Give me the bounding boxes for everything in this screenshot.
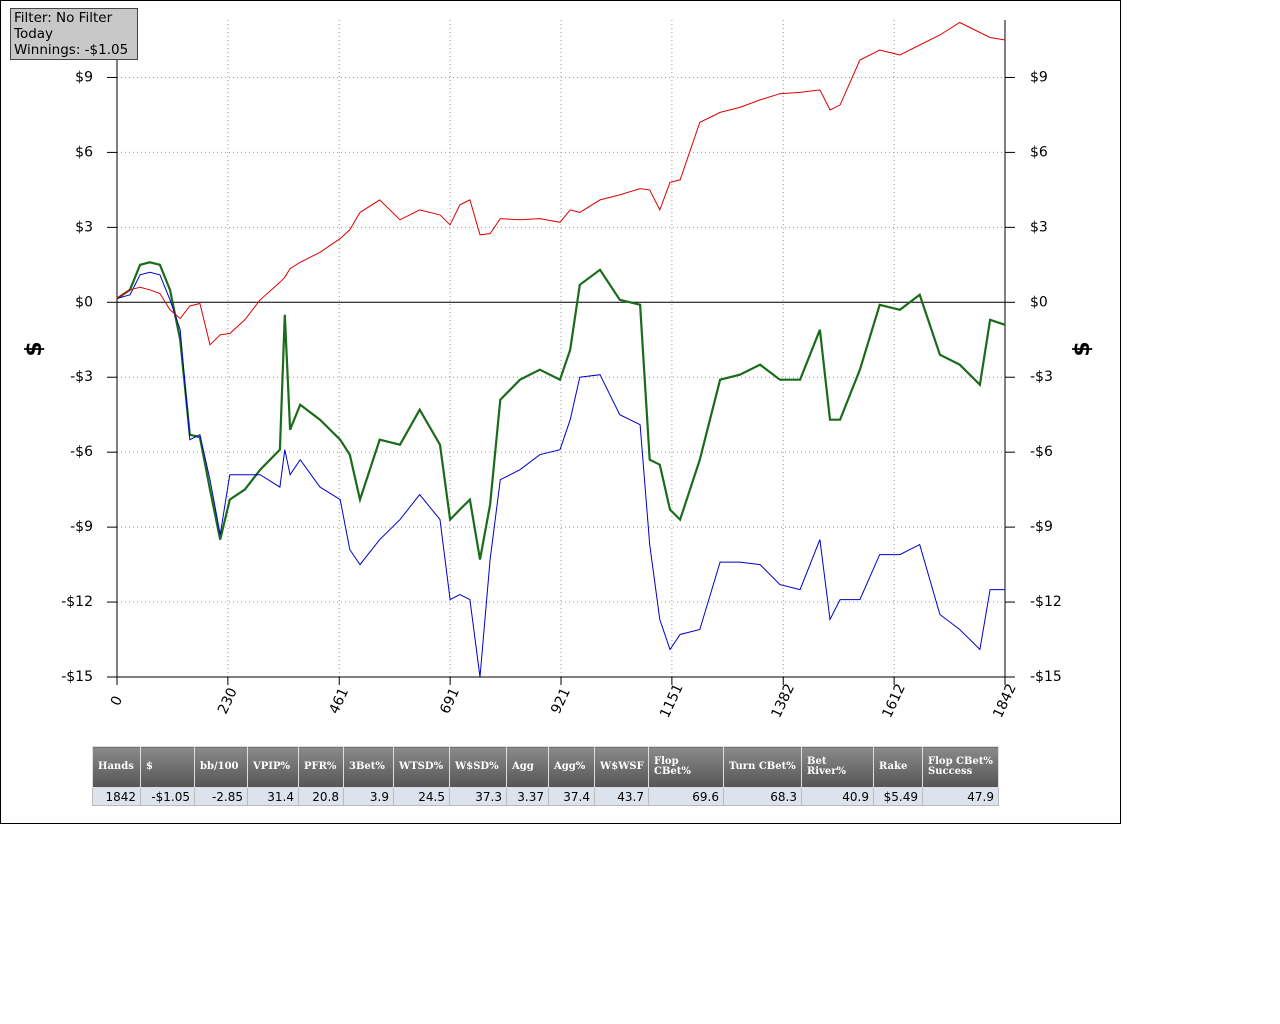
- table-cell: 3.9: [343, 787, 394, 806]
- legend-line: Winnings: -$1.05: [14, 42, 129, 58]
- table-cell: 37.3: [449, 787, 507, 806]
- column-header: Agg: [506, 746, 549, 788]
- table-cell: 31.4: [247, 787, 299, 806]
- table-cell: 69.6: [648, 787, 724, 806]
- table-cell: 68.3: [723, 787, 802, 806]
- table-cell: 24.5: [393, 787, 450, 806]
- y2-tick-label: $0: [1030, 294, 1048, 310]
- y-tick-label: $0: [75, 294, 93, 310]
- column-header: $: [140, 746, 195, 788]
- column-header: Hands: [92, 746, 141, 788]
- column-header: Turn CBet%: [723, 746, 802, 788]
- y-tick-label: -$6: [70, 444, 93, 460]
- y-tick-label: $6: [75, 144, 93, 160]
- y-tick-label: $3: [75, 219, 93, 235]
- y-axis-label: $: [22, 341, 47, 356]
- y2-tick-label: -$15: [1030, 669, 1062, 685]
- table-cell: -$1.05: [140, 787, 195, 806]
- y2-tick-label: -$3: [1030, 369, 1053, 385]
- column-header: W$WSF: [594, 746, 649, 788]
- y-axis-label: $: [1070, 341, 1095, 356]
- y-tick-label: $9: [75, 69, 93, 85]
- table-cell: 40.9: [801, 787, 874, 806]
- table-cell: 43.7: [594, 787, 649, 806]
- table-cell: 3.37: [506, 787, 549, 806]
- y2-tick-label: -$6: [1030, 444, 1053, 460]
- stats-table: Hands $ bb/100 VPIP% PFR% 3Bet% WTSD% W$SD% Agg A…: [92, 746, 999, 806]
- table-row: 1842 -$1.05 -2.85 31.4 20.8 3.9 24.5 37.3 3.37 37…: [92, 787, 999, 806]
- column-header: Agg%: [548, 746, 595, 788]
- column-header: Rake: [873, 746, 923, 788]
- y-tick-label: -$15: [61, 669, 93, 685]
- table-cell: -2.85: [194, 787, 248, 806]
- table-cell: $5.49: [873, 787, 923, 806]
- column-header: PFR%: [298, 746, 344, 788]
- y2-tick-label: $9: [1030, 69, 1048, 85]
- y2-tick-label: -$12: [1030, 594, 1062, 610]
- legend-box: Filter: No Filter Today Winnings: -$1.05: [10, 8, 138, 60]
- y-tick-label: -$3: [70, 369, 93, 385]
- column-header: Flop CBet% Success: [922, 746, 999, 788]
- column-header: W$SD%: [449, 746, 507, 788]
- table-cell: 37.4: [548, 787, 595, 806]
- column-header: VPIP%: [247, 746, 299, 788]
- y2-tick-label: $3: [1030, 219, 1048, 235]
- table-cell: 47.9: [922, 787, 999, 806]
- column-header: bb/100: [194, 746, 248, 788]
- column-header: Flop CBet%: [648, 746, 724, 788]
- y-tick-label: -$9: [70, 519, 93, 535]
- y2-tick-label: $6: [1030, 144, 1048, 160]
- legend-line: Today: [14, 26, 54, 42]
- series-line: [116, 261, 1006, 560]
- legend-line: Filter: No Filter: [14, 10, 113, 26]
- y2-tick-label: -$9: [1030, 519, 1053, 535]
- column-header: WTSD%: [393, 746, 450, 788]
- column-header: 3Bet%: [343, 746, 394, 788]
- series-line: [116, 271, 1005, 678]
- series-line: [116, 21, 1006, 346]
- table-cell: 20.8: [298, 787, 344, 806]
- column-header: Bet River%: [801, 746, 874, 788]
- table-cell: 1842: [92, 787, 141, 806]
- y-tick-label: -$12: [61, 594, 93, 610]
- header-row: Hands $ bb/100 VPIP% PFR% 3Bet% WTSD% W$SD% Agg A…: [92, 746, 999, 788]
